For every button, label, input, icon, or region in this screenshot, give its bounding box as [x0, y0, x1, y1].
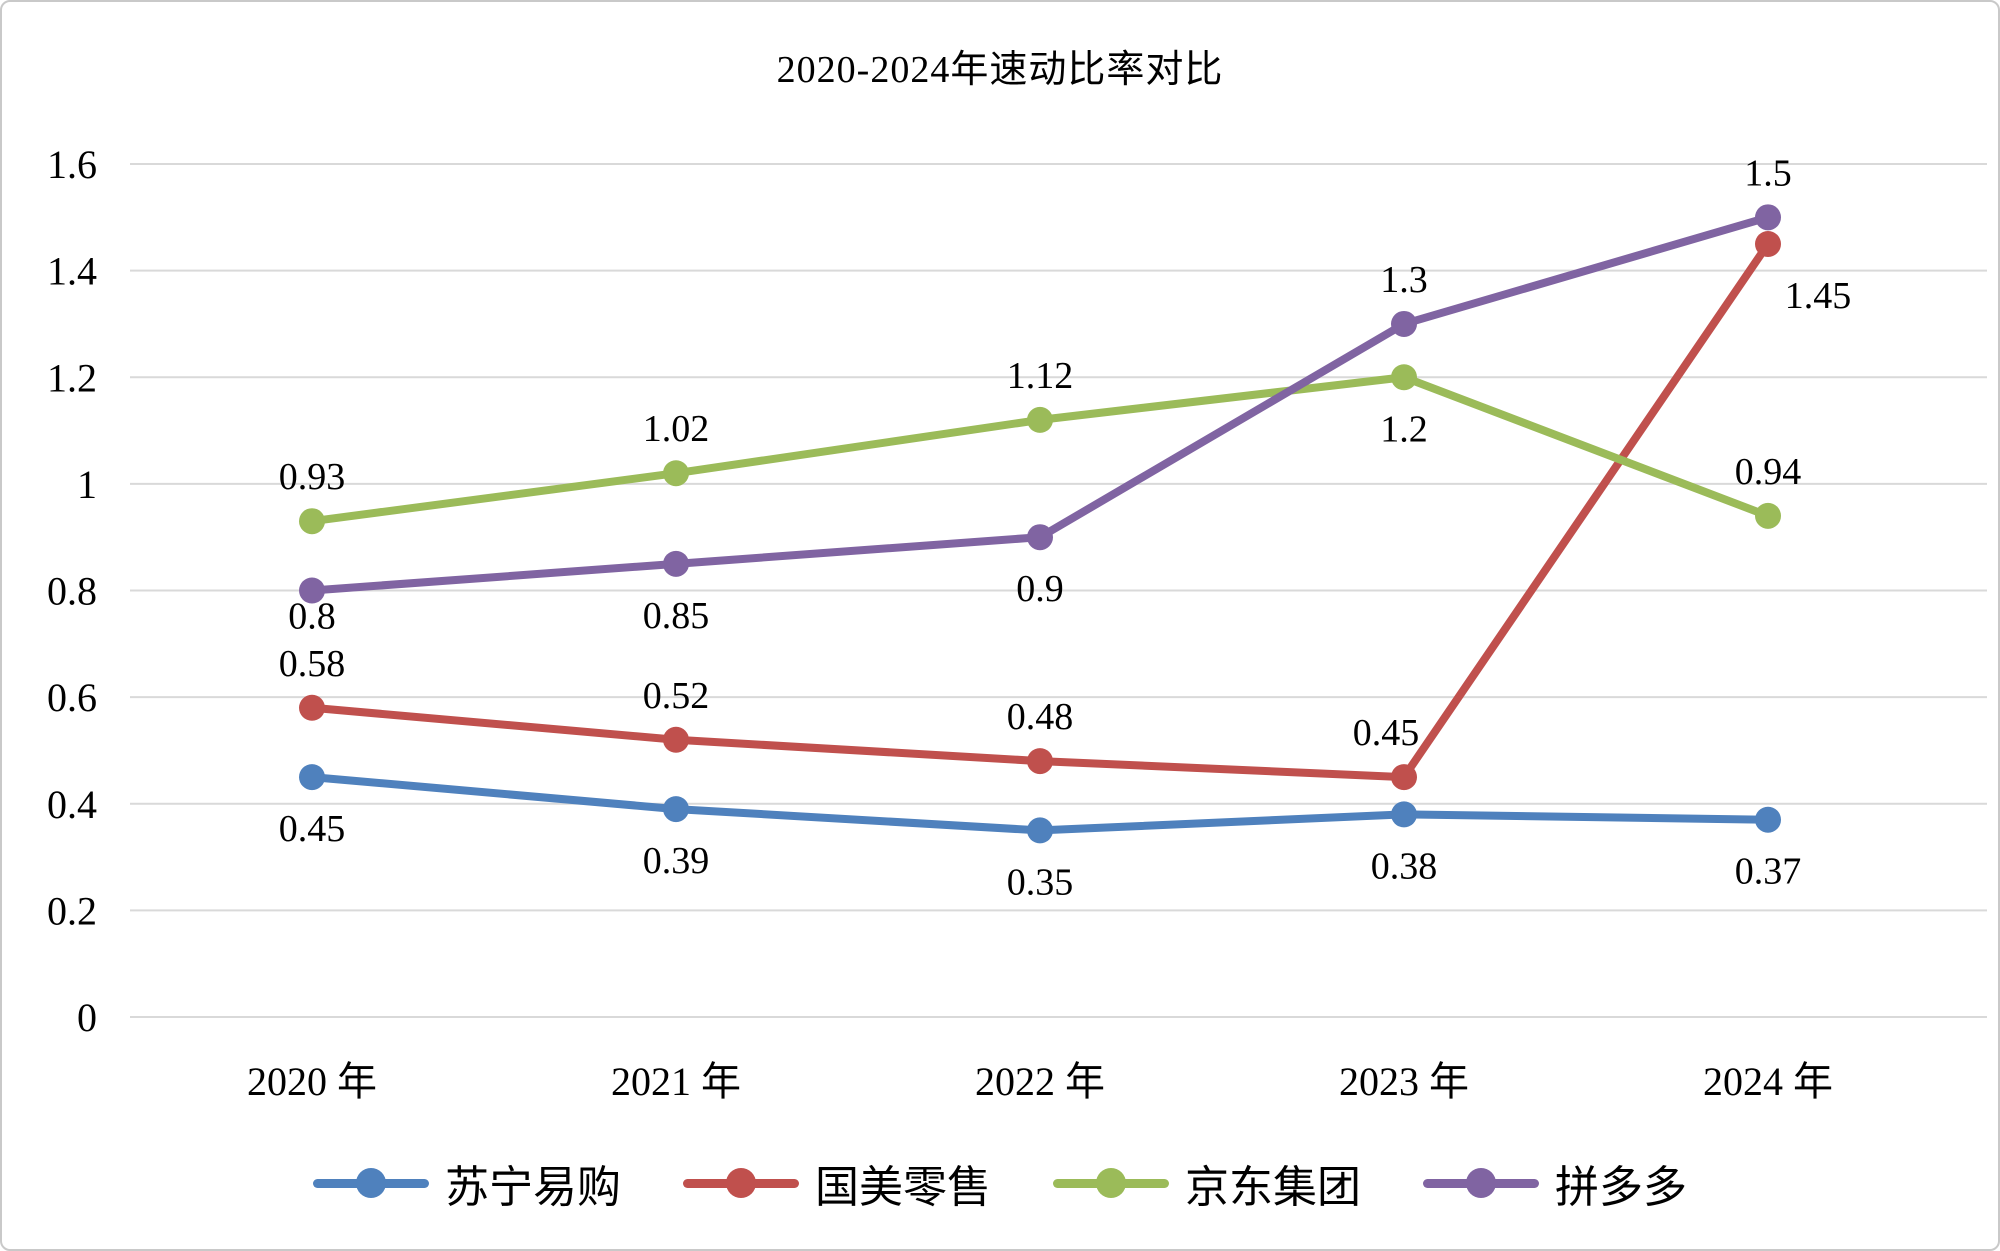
- data-point-jd: [1027, 406, 1053, 433]
- legend-circle: [1466, 1168, 1496, 1198]
- data-point-gome: [299, 694, 325, 721]
- legend-circle: [726, 1168, 756, 1198]
- data-point-jd: [1755, 502, 1781, 529]
- y-axis-tick-label: 0.2: [47, 888, 97, 933]
- legend-label: 国美零售: [815, 1163, 991, 1212]
- data-point-pinduoduo: [299, 577, 325, 604]
- data-label-suning: 0.38: [1371, 845, 1438, 887]
- y-axis-tick-label: 1.2: [47, 355, 97, 400]
- y-axis-tick-label: 0: [77, 995, 97, 1040]
- data-point-gome: [663, 726, 689, 753]
- data-label-suning: 0.39: [643, 840, 710, 882]
- data-point-suning: [1391, 801, 1417, 828]
- x-axis-label: 2020 年: [247, 1059, 377, 1104]
- legend-label: 苏宁易购: [445, 1163, 621, 1212]
- x-axis-label: 2024 年: [1703, 1059, 1833, 1104]
- data-label-jd: 1.12: [1007, 355, 1074, 397]
- data-label-pinduoduo: 0.9: [1016, 568, 1064, 610]
- data-label-pinduoduo: 0.85: [643, 595, 710, 637]
- data-label-pinduoduo: 1.5: [1744, 152, 1792, 194]
- data-point-pinduoduo: [1391, 310, 1417, 337]
- data-point-gome: [1027, 748, 1053, 775]
- x-axis-label: 2023 年: [1339, 1059, 1469, 1104]
- data-point-gome: [1391, 764, 1417, 791]
- data-point-pinduoduo: [1027, 524, 1053, 551]
- data-label-gome: 0.45: [1353, 712, 1420, 754]
- data-label-jd: 1.02: [643, 408, 710, 450]
- data-label-gome: 0.58: [279, 643, 346, 685]
- data-label-suning: 0.45: [279, 808, 346, 850]
- data-label-suning: 0.35: [1007, 861, 1074, 903]
- y-axis-tick-label: 0.4: [47, 782, 97, 827]
- legend-marker-icon: [313, 1166, 429, 1200]
- data-label-jd: 1.2: [1380, 408, 1428, 450]
- legend-item-suning: 苏宁易购: [313, 1151, 621, 1215]
- data-point-pinduoduo: [663, 550, 689, 577]
- data-point-suning: [1755, 806, 1781, 833]
- legend-circle: [356, 1168, 386, 1198]
- legend-marker-icon: [1423, 1166, 1539, 1200]
- legend-label: 拼多多: [1555, 1163, 1687, 1212]
- legend-item-gome: 国美零售: [683, 1151, 991, 1215]
- data-point-suning: [299, 764, 325, 791]
- legend-item-pinduoduo: 拼多多: [1423, 1151, 1687, 1215]
- data-label-jd: 0.94: [1735, 451, 1802, 493]
- data-point-jd: [299, 508, 325, 535]
- legend-marker-icon: [683, 1166, 799, 1200]
- legend-marker-icon: [1053, 1166, 1169, 1200]
- x-axis-label: 2021 年: [611, 1059, 741, 1104]
- legend: 苏宁易购 国美零售 京东集团 拼多多: [2, 1148, 1998, 1218]
- data-point-pinduoduo: [1755, 204, 1781, 231]
- data-point-jd: [663, 460, 689, 487]
- data-point-gome: [1755, 230, 1781, 257]
- legend-label: 京东集团: [1185, 1163, 1361, 1212]
- data-point-suning: [1027, 817, 1053, 844]
- chart-title: 2020-2024年速动比率对比: [776, 49, 1224, 91]
- data-label-gome: 1.45: [1785, 275, 1852, 317]
- y-axis-tick-label: 1: [77, 462, 97, 507]
- data-point-jd: [1391, 364, 1417, 391]
- y-axis-tick-label: 0.6: [47, 675, 97, 720]
- legend-item-jd: 京东集团: [1053, 1151, 1361, 1215]
- data-label-gome: 0.52: [643, 675, 710, 717]
- x-axis-label: 2022 年: [975, 1059, 1105, 1104]
- data-label-jd: 0.93: [279, 456, 346, 498]
- series-line-jd: [308, 373, 1772, 526]
- data-label-suning: 0.37: [1735, 851, 1802, 893]
- data-label-gome: 0.48: [1007, 696, 1074, 738]
- y-axis-tick-label: 1.4: [47, 249, 97, 294]
- y-axis-tick-label: 1.6: [47, 142, 97, 187]
- data-label-pinduoduo: 0.8: [288, 596, 336, 638]
- data-point-suning: [663, 796, 689, 823]
- y-axis-tick-label: 0.8: [47, 569, 97, 614]
- data-label-pinduoduo: 1.3: [1380, 259, 1428, 301]
- legend-circle: [1096, 1168, 1126, 1198]
